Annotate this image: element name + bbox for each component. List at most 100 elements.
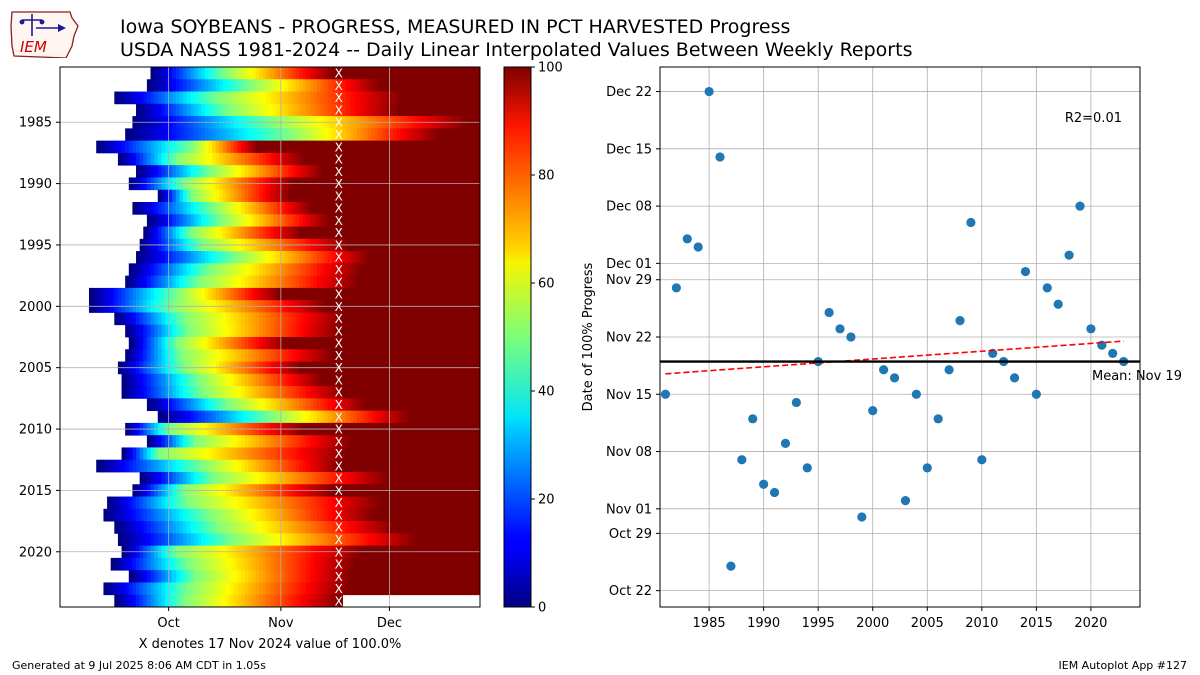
heatmap-cell <box>447 570 452 583</box>
heatmap-cell <box>382 337 387 350</box>
heatmap-cell <box>356 349 362 362</box>
heatmap-cell <box>407 472 412 485</box>
heatmap-cell <box>476 557 480 571</box>
heatmap-cell <box>226 496 231 510</box>
heatmap-cell <box>139 140 144 154</box>
heatmap-cell <box>385 570 391 583</box>
heatmap-cell <box>364 521 369 534</box>
heatmap-cell <box>237 275 242 289</box>
heatmap-cell <box>443 472 449 485</box>
heatmap-cell <box>375 582 380 596</box>
heatmap-cell <box>306 202 311 215</box>
heatmap-cell <box>143 312 148 326</box>
heatmap-cell <box>324 459 329 473</box>
heatmap-cell <box>230 533 235 547</box>
heatmap-cell <box>248 79 253 92</box>
heatmap-x-marker: X <box>335 558 343 572</box>
heatmap-cell <box>288 251 293 264</box>
heatmap-cell <box>429 386 434 399</box>
heatmap-cell <box>212 275 217 289</box>
heatmap-cell <box>313 324 318 338</box>
heatmap-cell <box>288 349 293 362</box>
heatmap-cell <box>313 570 318 583</box>
heatmap-cell <box>226 140 231 154</box>
heatmap-cell <box>233 312 239 326</box>
heatmap-cell <box>327 349 333 362</box>
heatmap-cell <box>262 373 267 387</box>
heatmap-cell <box>302 508 307 522</box>
heatmap-cell <box>480 349 484 362</box>
heatmap-cell <box>295 263 300 277</box>
heatmap-cell <box>454 337 459 350</box>
heatmap-cell <box>179 337 184 350</box>
heatmap-cell <box>255 557 260 571</box>
heatmap-cell <box>157 373 162 387</box>
heatmap-cell <box>422 337 427 350</box>
heatmap-cell <box>241 128 246 142</box>
heatmap-cell <box>360 103 365 117</box>
heatmap-cell <box>400 533 405 547</box>
heatmap-cell <box>204 386 210 399</box>
heatmap-cell <box>400 582 405 596</box>
heatmap-cell <box>367 557 372 571</box>
heatmap-cell <box>139 165 144 178</box>
heatmap-cell <box>244 435 249 448</box>
heatmap-cell <box>349 189 354 203</box>
heatmap-cell <box>270 459 275 473</box>
heatmap-cell <box>411 349 416 362</box>
heatmap-cell <box>414 337 420 350</box>
heatmap-cell <box>150 521 155 534</box>
heatmap-cell <box>208 140 213 154</box>
heatmap-row <box>136 165 480 178</box>
heatmap-cell <box>157 557 162 571</box>
heatmap-cell <box>443 496 449 510</box>
heatmap-cell <box>346 472 351 485</box>
heatmap-cell <box>403 324 409 338</box>
heatmap-cell <box>248 337 253 350</box>
heatmap-cell <box>327 373 333 387</box>
heatmap-cell <box>403 140 409 154</box>
heatmap-cell <box>288 435 293 448</box>
heatmap-cell <box>338 263 344 277</box>
heatmap-cell <box>313 386 318 399</box>
heatmap-cell <box>338 214 344 227</box>
heatmap-cell <box>396 287 401 301</box>
heatmap-cell <box>219 447 224 461</box>
heatmap-cell <box>324 508 329 522</box>
heatmap-cell <box>378 521 383 534</box>
heatmap-cell <box>356 557 362 571</box>
heatmap-cell <box>186 398 191 412</box>
heatmap-cell <box>241 263 246 277</box>
heatmap-cell <box>201 152 206 166</box>
heatmap-cell <box>280 103 286 117</box>
heatmap-cell <box>277 275 282 289</box>
heatmap-cell <box>469 103 474 117</box>
heatmap-cell <box>226 165 231 178</box>
heatmap-cell <box>298 386 304 399</box>
heatmap-cell <box>233 496 239 510</box>
heatmap-cell <box>168 373 173 387</box>
heatmap-cell <box>190 287 195 301</box>
heatmap-row <box>121 447 480 461</box>
heatmap-cell <box>407 398 412 412</box>
heatmap-cell <box>193 103 199 117</box>
heatmap-cell <box>259 91 264 105</box>
heatmap-cell <box>288 521 293 534</box>
colorbar-tick-label: 20 <box>538 493 555 508</box>
heatmap-cell <box>175 508 181 522</box>
heatmap-cell <box>472 226 477 240</box>
heatmap-cell <box>157 287 162 301</box>
heatmap-cell <box>295 533 300 547</box>
heatmap-cell <box>190 202 195 215</box>
heatmap-cell <box>378 263 383 277</box>
heatmap-x-marker: X <box>335 214 343 228</box>
heatmap-cell <box>273 275 278 289</box>
heatmap-cell <box>476 202 480 215</box>
heatmap-cell <box>212 103 217 117</box>
heatmap-cell <box>400 410 405 424</box>
heatmap-cell <box>432 373 438 387</box>
heatmap-cell <box>201 226 206 240</box>
heatmap-cell <box>451 533 456 547</box>
heatmap-cell <box>472 324 477 338</box>
heatmap-cell <box>128 557 134 571</box>
